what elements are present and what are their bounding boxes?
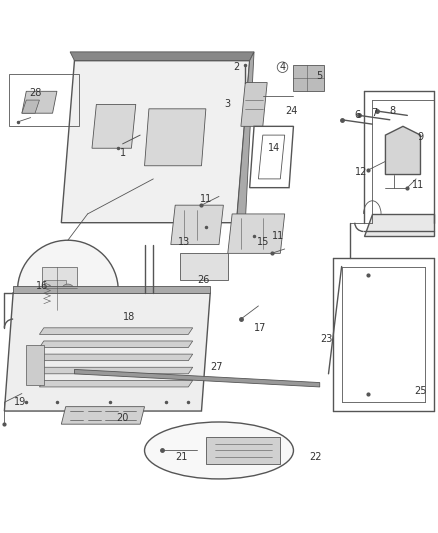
Polygon shape	[26, 345, 44, 385]
Polygon shape	[39, 341, 193, 348]
Polygon shape	[39, 354, 193, 361]
Polygon shape	[293, 65, 324, 91]
Bar	[9, 74, 79, 126]
Text: 18: 18	[123, 312, 135, 322]
Polygon shape	[385, 126, 420, 174]
Polygon shape	[74, 369, 320, 387]
Text: 28: 28	[29, 88, 41, 99]
Text: 11: 11	[272, 231, 284, 241]
Text: 19: 19	[14, 397, 26, 407]
Polygon shape	[228, 214, 285, 253]
Text: 16: 16	[35, 281, 48, 291]
Polygon shape	[206, 437, 280, 464]
Text: 1: 1	[120, 148, 126, 158]
Text: 11: 11	[412, 181, 424, 190]
Polygon shape	[39, 381, 193, 387]
Polygon shape	[61, 61, 250, 223]
Ellipse shape	[145, 422, 293, 479]
Text: 8: 8	[389, 106, 395, 116]
Polygon shape	[39, 328, 193, 334]
Text: 14: 14	[268, 143, 280, 154]
Polygon shape	[180, 253, 228, 280]
Text: 5: 5	[317, 71, 323, 81]
Text: 7: 7	[371, 108, 378, 118]
Text: 21: 21	[176, 452, 188, 462]
Polygon shape	[237, 52, 254, 223]
Polygon shape	[61, 407, 145, 424]
Text: 11: 11	[200, 193, 212, 204]
Polygon shape	[22, 100, 39, 113]
Text: 24: 24	[285, 106, 297, 116]
Polygon shape	[70, 52, 254, 61]
Text: 22: 22	[309, 452, 321, 462]
Text: 6: 6	[354, 110, 360, 120]
Polygon shape	[241, 83, 267, 126]
Text: 27: 27	[211, 362, 223, 372]
Text: 20: 20	[117, 413, 129, 423]
Polygon shape	[13, 286, 210, 293]
Polygon shape	[42, 266, 77, 310]
Text: 4: 4	[279, 62, 286, 72]
Polygon shape	[22, 91, 57, 113]
Polygon shape	[145, 109, 206, 166]
Polygon shape	[39, 367, 193, 374]
Polygon shape	[92, 104, 136, 148]
Polygon shape	[44, 280, 66, 302]
Circle shape	[18, 240, 118, 341]
Text: 2: 2	[233, 62, 240, 72]
Text: 3: 3	[225, 100, 231, 109]
Text: 26: 26	[198, 274, 210, 285]
Text: 13: 13	[178, 237, 190, 247]
Polygon shape	[171, 205, 223, 245]
Text: 15: 15	[257, 237, 269, 247]
Text: 9: 9	[417, 132, 424, 142]
Text: 23: 23	[320, 334, 332, 344]
Text: 12: 12	[355, 167, 367, 177]
Text: 17: 17	[254, 323, 267, 333]
Circle shape	[61, 284, 74, 297]
Polygon shape	[4, 293, 210, 411]
Polygon shape	[364, 214, 434, 236]
Text: 25: 25	[414, 386, 427, 397]
